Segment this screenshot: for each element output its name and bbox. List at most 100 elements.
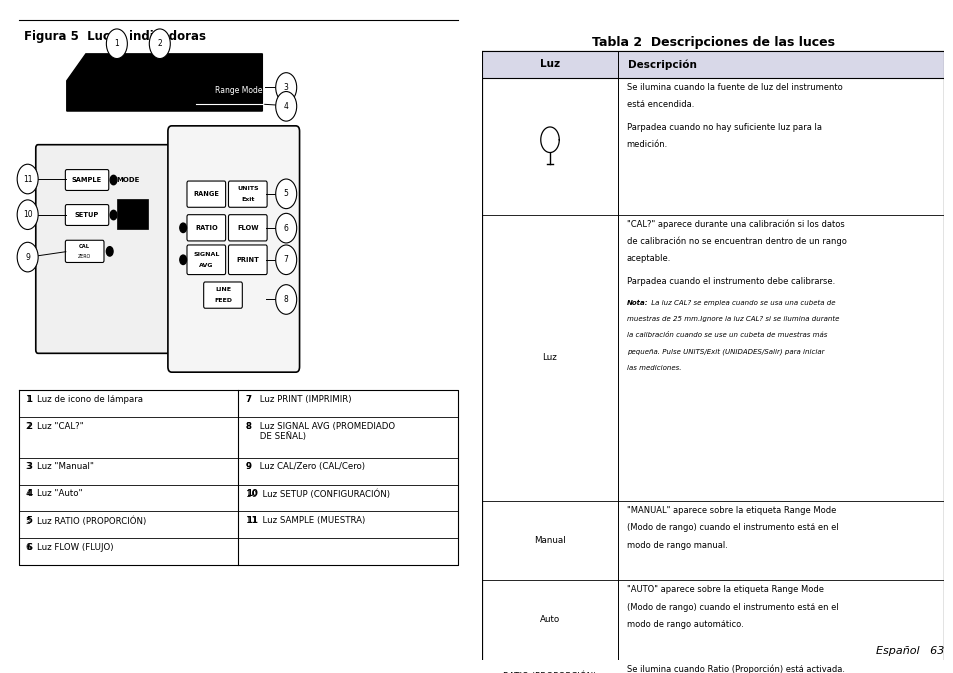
Text: UNITS: UNITS — [236, 186, 258, 191]
Circle shape — [106, 247, 112, 256]
Circle shape — [17, 200, 38, 229]
Text: FLOW: FLOW — [236, 225, 258, 231]
Bar — [116, 199, 148, 229]
Text: RATIO (PROPORCIÓN): RATIO (PROPORCIÓN) — [502, 672, 597, 673]
Text: LINE: LINE — [214, 287, 231, 292]
Text: Auto: Auto — [539, 615, 559, 625]
Text: RATIO: RATIO — [194, 225, 217, 231]
Text: 8: 8 — [284, 295, 288, 304]
Text: 9: 9 — [246, 462, 252, 471]
FancyBboxPatch shape — [229, 215, 267, 241]
Text: Luz: Luz — [542, 353, 557, 362]
Bar — [481, 51, 943, 78]
Text: 2: 2 — [157, 39, 162, 48]
Text: 1: 1 — [114, 39, 119, 48]
Text: modo de rango automático.: modo de rango automático. — [626, 620, 742, 629]
Circle shape — [179, 255, 186, 264]
FancyBboxPatch shape — [187, 215, 225, 241]
Text: 4  Luz "Auto": 4 Luz "Auto" — [26, 489, 83, 498]
Text: 11  Luz SAMPLE (MUESTRA): 11 Luz SAMPLE (MUESTRA) — [246, 516, 364, 525]
FancyBboxPatch shape — [168, 126, 299, 372]
Circle shape — [275, 73, 296, 102]
Text: 9: 9 — [25, 252, 30, 262]
Text: 11: 11 — [246, 516, 257, 525]
Text: (Modo de rango) cuando el instrumento está en el: (Modo de rango) cuando el instrumento es… — [626, 524, 838, 532]
Text: está encendida.: está encendida. — [626, 100, 693, 109]
Text: SETUP: SETUP — [75, 212, 99, 218]
Circle shape — [149, 29, 170, 59]
Text: 3: 3 — [283, 83, 289, 92]
Text: Español   63: Español 63 — [875, 646, 943, 656]
Text: Parpadea cuando no hay suficiente luz para la: Parpadea cuando no hay suficiente luz pa… — [626, 123, 821, 132]
Text: SIGNAL: SIGNAL — [193, 252, 219, 257]
Text: las mediciones.: las mediciones. — [626, 365, 680, 371]
FancyBboxPatch shape — [187, 245, 225, 275]
FancyBboxPatch shape — [65, 240, 104, 262]
Circle shape — [17, 242, 38, 272]
Text: MODE: MODE — [116, 177, 140, 183]
Text: 5: 5 — [283, 189, 289, 199]
Text: Manual: Manual — [534, 536, 565, 545]
FancyBboxPatch shape — [35, 145, 173, 353]
Text: (Modo de rango) cuando el instrumento está en el: (Modo de rango) cuando el instrumento es… — [626, 602, 838, 612]
Text: AVG: AVG — [199, 262, 213, 268]
Circle shape — [275, 245, 296, 275]
Text: Tabla 2  Descripciones de las luces: Tabla 2 Descripciones de las luces — [591, 36, 834, 49]
Text: Se ilumina cuando la fuente de luz del instrumento: Se ilumina cuando la fuente de luz del i… — [626, 83, 841, 92]
Text: 7: 7 — [283, 255, 289, 264]
Text: CAL: CAL — [79, 244, 91, 249]
Text: muestras de 25 mm.Ignore la luz CAL? si se ilumina durante: muestras de 25 mm.Ignore la luz CAL? si … — [626, 316, 838, 322]
Circle shape — [275, 92, 296, 121]
Text: 10  Luz SETUP (CONFIGURACIÓN): 10 Luz SETUP (CONFIGURACIÓN) — [246, 489, 389, 499]
Text: 7: 7 — [246, 395, 252, 404]
Text: aceptable.: aceptable. — [626, 254, 670, 263]
Text: Nota:: Nota: — [626, 300, 647, 306]
Circle shape — [275, 285, 296, 314]
Text: RANGE: RANGE — [193, 191, 219, 197]
Text: 10: 10 — [23, 210, 32, 219]
FancyBboxPatch shape — [229, 245, 267, 275]
FancyBboxPatch shape — [204, 282, 242, 308]
Text: 9   Luz CAL/Zero (CAL/Cero): 9 Luz CAL/Zero (CAL/Cero) — [246, 462, 364, 471]
Circle shape — [179, 223, 186, 233]
Text: 11: 11 — [23, 174, 32, 184]
Text: Figura 5  Luces indicadoras: Figura 5 Luces indicadoras — [24, 30, 206, 43]
Text: modo de rango manual.: modo de rango manual. — [626, 540, 727, 550]
Circle shape — [275, 213, 296, 243]
Text: 2  Luz "CAL?": 2 Luz "CAL?" — [26, 422, 84, 431]
Text: 5: 5 — [26, 516, 32, 525]
Text: PRINT: PRINT — [236, 257, 259, 262]
Text: "CAL?" aparece durante una calibración si los datos: "CAL?" aparece durante una calibración s… — [626, 219, 843, 229]
Text: 1: 1 — [26, 395, 32, 404]
Text: 6  Luz FLOW (FLUJO): 6 Luz FLOW (FLUJO) — [26, 543, 113, 552]
FancyBboxPatch shape — [187, 181, 225, 207]
Text: FEED: FEED — [213, 298, 232, 303]
Text: Parpadea cuando el instrumento debe calibrarse.: Parpadea cuando el instrumento debe cali… — [626, 277, 834, 286]
Text: La luz CAL? se emplea cuando se usa una cubeta de: La luz CAL? se emplea cuando se usa una … — [648, 300, 835, 306]
Text: 6: 6 — [283, 223, 289, 233]
Text: 4: 4 — [283, 102, 289, 111]
Text: 10: 10 — [246, 489, 257, 498]
Text: Se ilumina cuando Ratio (Proporción) está activada.: Se ilumina cuando Ratio (Proporción) est… — [626, 665, 843, 673]
Text: SAMPLE: SAMPLE — [71, 177, 102, 183]
Text: 1  Luz de icono de lámpara: 1 Luz de icono de lámpara — [26, 395, 143, 404]
FancyBboxPatch shape — [65, 205, 109, 225]
Text: Exit: Exit — [241, 197, 254, 202]
FancyBboxPatch shape — [65, 170, 109, 190]
Circle shape — [110, 175, 116, 184]
Text: medición.: medición. — [626, 141, 667, 149]
Text: "AUTO" aparece sobre la etiqueta Range Mode: "AUTO" aparece sobre la etiqueta Range M… — [626, 586, 822, 594]
Text: Range Mode: Range Mode — [214, 86, 262, 96]
Text: 8: 8 — [246, 422, 252, 431]
Circle shape — [275, 179, 296, 209]
Text: 5  Luz RATIO (PROPORCIÓN): 5 Luz RATIO (PROPORCIÓN) — [26, 516, 147, 526]
Text: de calibración no se encuentran dentro de un rango: de calibración no se encuentran dentro d… — [626, 237, 845, 246]
Text: ZERO: ZERO — [78, 254, 91, 258]
Polygon shape — [67, 54, 262, 111]
Text: 3  Luz "Manual": 3 Luz "Manual" — [26, 462, 94, 471]
FancyBboxPatch shape — [229, 181, 267, 207]
Text: pequeña. Pulse UNITS/Exit (UNIDADES/Salir) para iniciar: pequeña. Pulse UNITS/Exit (UNIDADES/Sali… — [626, 349, 823, 355]
Text: Descripción: Descripción — [627, 59, 696, 69]
Text: Luz: Luz — [539, 59, 559, 69]
Text: 3: 3 — [26, 462, 32, 471]
